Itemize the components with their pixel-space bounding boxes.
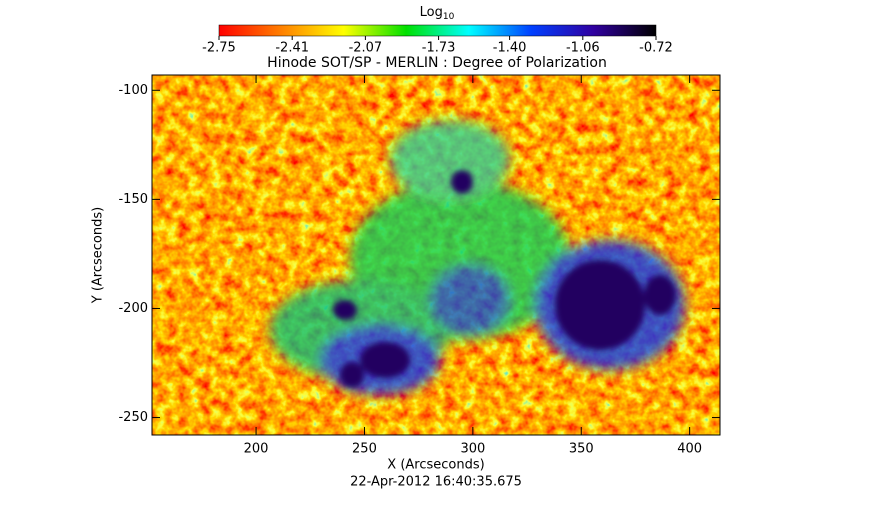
x-tick-label: 400 [677,442,702,457]
x-tick-label: 350 [569,442,594,457]
x-tick-label: 300 [460,442,485,457]
x-tick-label: 200 [244,442,269,457]
y-axis-label: Y (Arcseconds) [91,207,106,304]
chart-title: Hinode SOT/SP - MERLIN : Degree of Polar… [267,55,607,71]
y-tick-label: -250 [118,410,148,425]
colorbar-label: Log10 [420,5,455,22]
x-tick-label: 250 [352,442,377,457]
colorbar-tick-label: -2.07 [349,41,383,56]
colorbar-tick-label: -0.72 [639,41,673,56]
plot-frame [151,74,721,436]
x-axis-label: X (Arcseconds) [387,458,484,473]
y-tick-label: -150 [118,192,148,207]
colorbar-tick-label: -2.75 [202,41,236,56]
colorbar-tick-label: -1.06 [566,41,600,56]
colorbar [218,24,657,37]
colorbar-tick-label: -1.73 [422,41,456,56]
y-tick-label: -200 [118,301,148,316]
heatmap-image [152,75,720,435]
colorbar-tick-label: -1.40 [493,41,527,56]
y-tick-label: -100 [118,83,148,98]
subtitle: 22-Apr-2012 16:40:35.675 [350,475,522,490]
colorbar-tick-label: -2.41 [275,41,309,56]
